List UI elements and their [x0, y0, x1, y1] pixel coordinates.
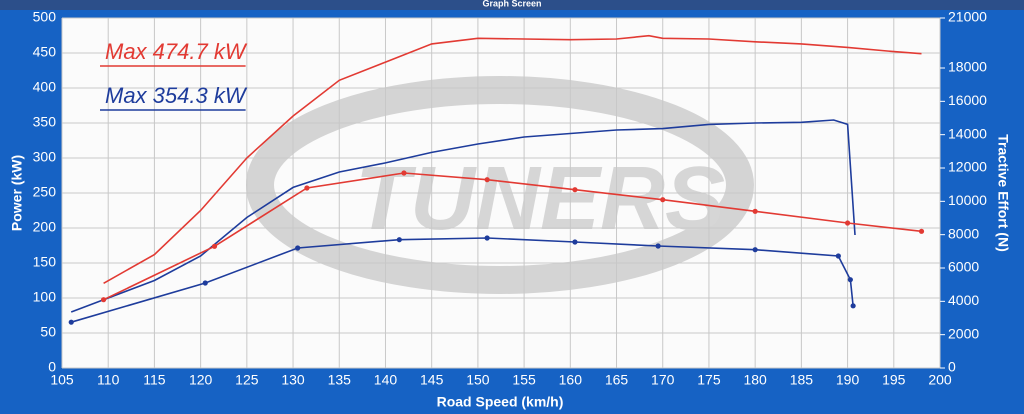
- point-marker: [660, 197, 666, 203]
- y2-tick-label: 16000: [948, 92, 987, 108]
- x-axis-title: Road Speed (km/h): [437, 394, 564, 410]
- annotation: Max 354.3 kW: [105, 83, 248, 108]
- point-marker: [396, 237, 402, 243]
- x-tick-label: 110: [97, 372, 120, 388]
- title-bar: [0, 0, 1024, 10]
- x-tick-label: 125: [235, 372, 259, 388]
- point-marker: [835, 253, 841, 259]
- y-tick-label: 50: [40, 324, 56, 340]
- y-tick-label: 200: [33, 219, 57, 235]
- point-marker: [484, 235, 490, 241]
- x-tick-label: 115: [143, 372, 166, 388]
- point-marker: [401, 170, 407, 176]
- point-marker: [100, 297, 107, 303]
- point-marker: [752, 247, 758, 253]
- point-marker: [304, 185, 310, 191]
- point-marker: [847, 277, 853, 283]
- point-marker: [572, 187, 578, 193]
- x-tick-label: 130: [281, 372, 305, 388]
- series-line: [103, 172, 922, 301]
- watermark: TUNERS: [355, 149, 725, 249]
- x-tick-label: 105: [50, 372, 74, 388]
- y-tick-label: 300: [33, 149, 57, 165]
- x-tick-label: 170: [651, 372, 675, 388]
- y-tick-label: 150: [33, 254, 57, 270]
- series-line: [103, 34, 922, 284]
- point-marker: [752, 208, 758, 214]
- y-tick-label: 450: [33, 44, 57, 60]
- y2-tick-label: 0: [948, 359, 956, 375]
- point-marker: [295, 245, 301, 251]
- y-tick-label: 100: [33, 289, 57, 305]
- y2-tick-label: 8000: [948, 225, 979, 241]
- point-marker: [844, 220, 851, 226]
- y2-tick-label: 12000: [948, 159, 987, 175]
- x-tick-label: 200: [928, 372, 952, 388]
- point-marker: [850, 303, 856, 309]
- y-tick-label: 0: [48, 359, 56, 375]
- y2-tick-label: 21000: [948, 9, 987, 25]
- x-tick-label: 160: [559, 372, 583, 388]
- x-tick-label: 185: [790, 372, 814, 388]
- point-marker: [68, 319, 74, 325]
- y2-tick-label: 18000: [948, 59, 987, 75]
- point-marker: [572, 239, 578, 245]
- point-marker: [484, 177, 490, 183]
- y-tick-label: 350: [33, 114, 57, 130]
- x-tick-label: 150: [466, 372, 490, 388]
- y-axis-title: Power (kW): [9, 155, 25, 231]
- x-tick-label: 120: [189, 372, 213, 388]
- y2-tick-label: 14000: [948, 125, 987, 141]
- chart-title: Graph Screen: [482, 0, 541, 8]
- x-tick-label: 165: [605, 372, 629, 388]
- y-tick-label: 500: [33, 9, 57, 25]
- series-line: [70, 119, 856, 313]
- x-tick-label: 135: [328, 372, 352, 388]
- y-tick-label: 250: [33, 184, 57, 200]
- watermark-ring: [246, 76, 754, 294]
- point-marker: [655, 243, 661, 249]
- point-marker: [211, 243, 218, 249]
- y2-tick-label: 6000: [948, 259, 979, 275]
- y2-tick-label: 10000: [948, 192, 987, 208]
- x-tick-label: 180: [743, 372, 767, 388]
- annotation: Max 474.7 kW: [105, 39, 248, 64]
- point-marker: [918, 228, 925, 234]
- x-tick-label: 190: [836, 372, 860, 388]
- x-tick-label: 155: [512, 372, 536, 388]
- y2-tick-label: 2000: [948, 325, 979, 341]
- point-marker: [202, 280, 208, 286]
- grid: [61, 17, 941, 369]
- x-tick-label: 195: [882, 372, 906, 388]
- x-tick-label: 145: [420, 372, 444, 388]
- x-tick-label: 175: [697, 372, 721, 388]
- y2-tick-label: 4000: [948, 292, 979, 308]
- y2-axis-title: Tractive Effort (N): [995, 134, 1011, 251]
- x-tick-label: 140: [374, 372, 398, 388]
- y-tick-label: 400: [33, 79, 57, 95]
